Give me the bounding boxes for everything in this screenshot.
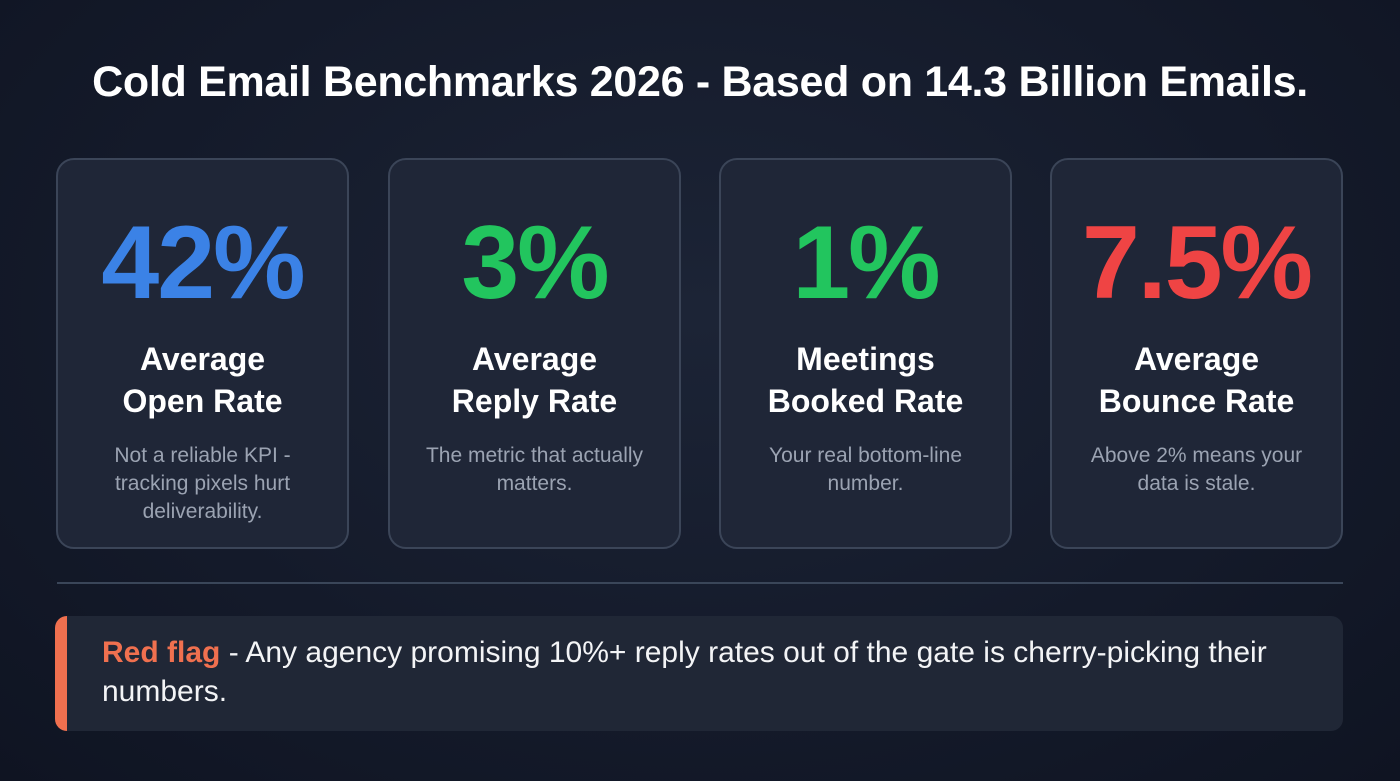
stat-label: Average Open Rate xyxy=(122,341,283,419)
stat-card-open-rate: 42% Average Open Rate Not a reliable KPI … xyxy=(56,158,349,549)
callout-text: Red flag - Any agency promising 10%+ rep… xyxy=(102,633,1332,711)
divider xyxy=(57,582,1343,584)
stat-description: Not a reliable KPI - tracking pixels hur… xyxy=(114,444,291,523)
stat-value: 42% xyxy=(101,205,305,321)
stat-label: Average Reply Rate xyxy=(451,341,618,419)
stat-description: Your real bottom-line number. xyxy=(769,444,962,495)
stat-card-bounce-rate: 7.5% Average Bounce Rate Above 2% means y… xyxy=(1050,158,1343,549)
callout-accent-bar xyxy=(55,616,67,731)
stat-description: Above 2% means your data is stale. xyxy=(1090,444,1303,495)
stat-description: The metric that actually matters. xyxy=(425,444,644,495)
stat-value: 3% xyxy=(461,205,609,321)
stat-card-reply-rate: 3% Average Reply Rate The metric that act… xyxy=(388,158,681,549)
stat-label: Meetings Booked Rate xyxy=(767,341,964,419)
stat-value: 1% xyxy=(792,205,940,321)
stat-label: Average Bounce Rate xyxy=(1098,341,1295,419)
stat-value: 7.5% xyxy=(1081,205,1313,321)
callout-body: - Any agency promising 10%+ reply rates … xyxy=(102,636,1267,708)
page-title: Cold Email Benchmarks 2026 - Based on 14… xyxy=(92,58,1308,106)
red-flag-callout: Red flag - Any agency promising 10%+ rep… xyxy=(55,616,1343,731)
callout-highlight: Red flag xyxy=(102,636,221,669)
stat-card-meetings-booked: 1% Meetings Booked Rate Your real bottom-… xyxy=(719,158,1012,549)
